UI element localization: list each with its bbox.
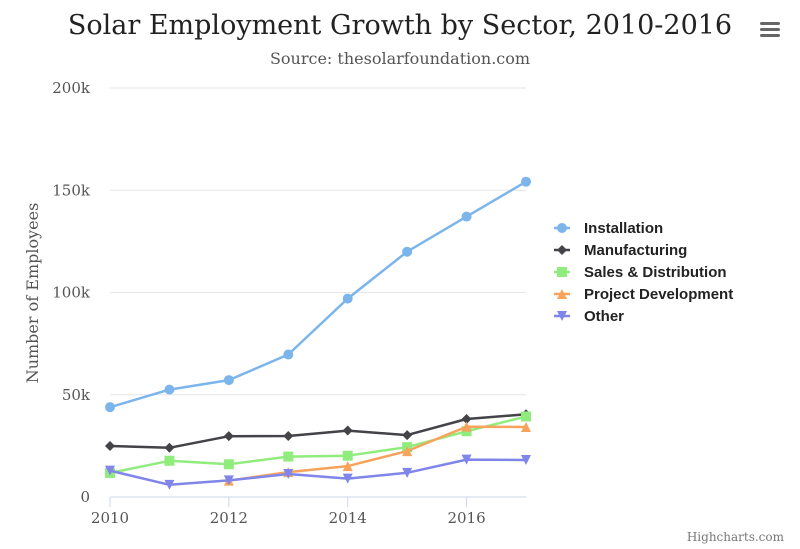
series-installation <box>105 176 531 413</box>
y-tick-label: 150k <box>52 181 91 199</box>
data-point-sales-distribution <box>342 450 353 461</box>
legend-marker-icon <box>557 267 567 277</box>
data-point-other <box>342 473 353 484</box>
legend-item-other[interactable]: Other <box>554 308 624 325</box>
data-point-manufacturing <box>402 430 413 441</box>
data-point-other <box>521 454 531 465</box>
chart-subtitle: Source: thesolarfoundation.com <box>270 49 530 68</box>
data-point-other <box>283 468 294 479</box>
data-point-sales-distribution <box>521 411 531 422</box>
data-point-other <box>164 479 175 490</box>
data-point-sales-distribution <box>164 455 175 466</box>
y-axis-title: Number of Employees <box>23 203 42 384</box>
data-point-installation <box>402 246 413 257</box>
legend-item-sales-distribution[interactable]: Sales & Distribution <box>554 264 727 281</box>
legend-marker-icon <box>557 311 567 321</box>
y-tick-label: 100k <box>52 284 91 302</box>
x-axis: 2010 2012 2014 2016 <box>91 496 526 527</box>
series-layer <box>105 176 531 490</box>
data-point-sales-distribution <box>223 459 234 470</box>
legend-label: Other <box>584 308 624 325</box>
data-point-manufacturing <box>342 425 353 436</box>
y-tick-label: 50k <box>62 386 91 404</box>
legend-marker-icon <box>557 245 567 255</box>
y-tick-label: 200k <box>52 79 91 97</box>
legend-item-project-development[interactable]: Project Development <box>554 286 733 303</box>
legend-item-manufacturing[interactable]: Manufacturing <box>554 242 687 259</box>
series-line-installation <box>108 180 528 409</box>
data-point-installation <box>105 402 115 413</box>
data-point-other <box>402 467 413 478</box>
data-point-other <box>461 454 472 465</box>
legend-label: Project Development <box>584 286 733 303</box>
data-point-installation <box>283 349 294 360</box>
y-tick-label: 0 <box>80 488 90 506</box>
series-line-other <box>108 458 528 487</box>
data-point-sales-distribution <box>283 451 294 462</box>
data-point-manufacturing <box>164 442 175 453</box>
data-point-project-development <box>342 461 353 472</box>
legend-label: Manufacturing <box>584 242 687 259</box>
x-tick-label: 2014 <box>329 509 367 527</box>
data-point-installation <box>521 176 531 187</box>
data-point-project-development <box>461 421 472 432</box>
data-point-manufacturing <box>283 430 294 441</box>
chart-title: Solar Employment Growth by Sector, 2010-… <box>68 10 732 41</box>
series-line-sales-distribution <box>108 415 528 475</box>
legend-marker-icon <box>557 289 567 299</box>
grid-layer <box>110 87 526 396</box>
data-point-installation <box>223 375 234 386</box>
series-other <box>105 454 531 490</box>
x-tick-label: 2010 <box>91 509 129 527</box>
series-line-manufacturing <box>108 413 528 450</box>
legend-item-installation[interactable]: Installation <box>554 220 663 237</box>
series-line-project-development <box>227 425 528 482</box>
x-tick-label: 2012 <box>210 509 248 527</box>
data-point-other <box>223 475 234 486</box>
x-tick-label: 2016 <box>447 509 485 527</box>
hamburger-menu-icon[interactable] <box>756 16 784 42</box>
y-tick-labels: 0 50k 100k 150k 200k <box>52 79 91 506</box>
legend-label: Installation <box>584 220 663 237</box>
data-point-other <box>105 465 115 476</box>
data-point-installation <box>461 211 472 222</box>
data-point-installation <box>164 384 175 395</box>
data-point-project-development <box>402 446 413 457</box>
data-point-project-development <box>521 422 531 433</box>
data-point-installation <box>342 293 353 304</box>
credits-link[interactable]: Highcharts.com <box>687 530 785 544</box>
data-point-manufacturing <box>105 441 115 452</box>
legend-label: Sales & Distribution <box>584 264 727 281</box>
legend[interactable]: Installation Manufacturing Sales & Distrib… <box>554 220 733 325</box>
data-point-manufacturing <box>223 431 234 442</box>
data-point-manufacturing <box>461 414 472 425</box>
legend-marker-icon <box>557 223 567 233</box>
